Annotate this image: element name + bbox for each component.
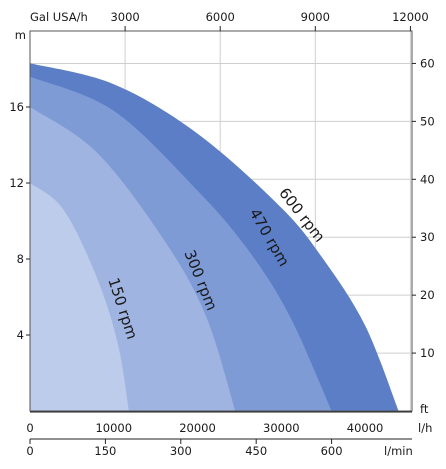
- lmin-tick-label: 0: [26, 444, 33, 458]
- lmin-tick-label: 600: [321, 444, 343, 458]
- top-tick-label: 3000: [110, 10, 139, 24]
- top-axis-unit: Gal USA/h: [30, 10, 88, 24]
- plot-border: [29, 30, 413, 412]
- right-tick-label: 50: [420, 114, 435, 128]
- right-tick-label: 60: [420, 56, 435, 70]
- left-axis-unit: m: [15, 28, 26, 42]
- right-tick-label: 30: [420, 230, 435, 244]
- top-tick-label: 9000: [301, 10, 330, 24]
- curve-area-150-rpm: [30, 183, 129, 411]
- lmin-tick-label: 450: [245, 444, 267, 458]
- right-tick-label: 20: [420, 288, 435, 302]
- top-tick-label: 12000: [392, 10, 429, 24]
- lh-tick-label: 20000: [179, 421, 216, 435]
- plot-frame: [29, 30, 413, 440]
- lmin-tick-label: 150: [94, 444, 116, 458]
- lmin-axis-unit: l/min: [384, 444, 413, 458]
- lh-tick-label: 10000: [95, 421, 132, 435]
- lh-tick-label: 0: [26, 421, 33, 435]
- left-tick-label: 8: [17, 252, 24, 266]
- left-tick-label: 12: [9, 176, 24, 190]
- lh-axis-unit: l/h: [418, 421, 432, 435]
- right-axis-unit: ft: [420, 402, 429, 416]
- curve-areas: [30, 63, 399, 412]
- top-tick-label: 6000: [206, 10, 235, 24]
- left-tick-label: 4: [17, 328, 24, 342]
- right-tick-label: 40: [420, 172, 435, 186]
- left-tick-label: 16: [9, 100, 24, 114]
- lh-tick-label: 30000: [263, 421, 300, 435]
- lmin-tick-label: 300: [170, 444, 192, 458]
- lh-tick-label: 40000: [347, 421, 384, 435]
- right-tick-label: 10: [420, 346, 435, 360]
